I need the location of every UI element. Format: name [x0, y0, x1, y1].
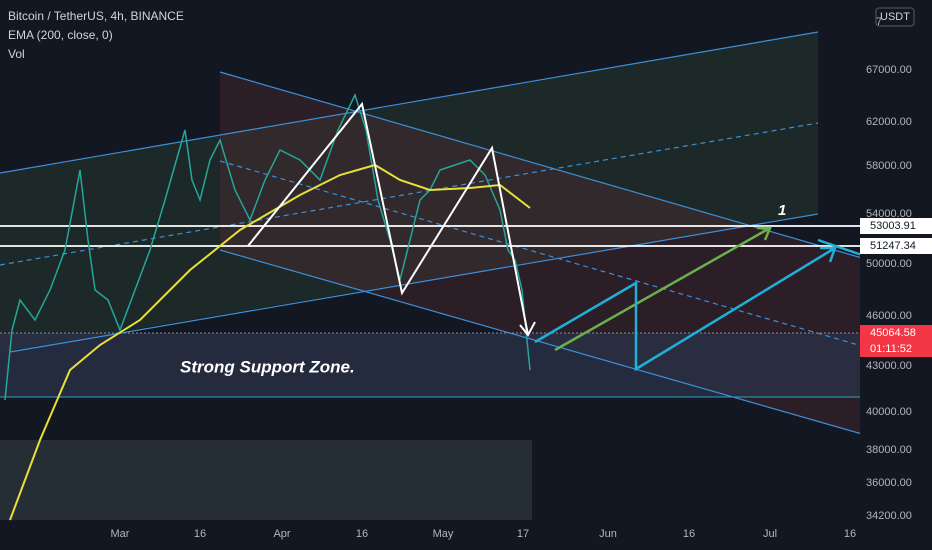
time-label: 16: [844, 528, 856, 540]
time-label: May: [433, 528, 454, 540]
channel-line: [9, 213, 819, 353]
support-label: Strong Support Zone.: [180, 357, 355, 376]
time-label: 16: [194, 528, 206, 540]
price-tag-label: 01:11:52: [870, 343, 912, 355]
price-label: 36000.00: [866, 477, 912, 489]
time-label: Jul: [763, 528, 777, 540]
price-tag: [860, 341, 932, 357]
channel-line: [0, 31, 819, 174]
price-label: 58000.00: [866, 160, 912, 172]
channel-line: [219, 71, 863, 259]
zigzag: [247, 101, 529, 336]
projection-path: [534, 246, 836, 372]
ema-line: [9, 163, 531, 521]
time-label: Jun: [599, 528, 617, 540]
price-label: 40000.00: [866, 406, 912, 418]
arrow-head: [820, 246, 837, 263]
channel-mid: [219, 160, 863, 347]
time-label: 16: [356, 528, 368, 540]
price-label: 34200.00: [866, 510, 912, 522]
price-tag-label: 45064.58: [870, 327, 916, 339]
volume-area: [0, 440, 532, 520]
volume-label: Vol: [8, 47, 25, 61]
channel-mid: [0, 122, 819, 266]
price-label: 54000.00: [866, 208, 912, 220]
price-label: 43000.00: [866, 360, 912, 372]
time-label: Apr: [273, 528, 290, 540]
price-label: 50000.00: [866, 258, 912, 270]
price-tag-label: 53003.91: [870, 220, 916, 232]
time-label: Mar: [111, 528, 130, 540]
symbol: Bitcoin / TetherUS, 4h, BINANCE: [8, 9, 184, 23]
ascending-channel: [0, 32, 818, 352]
price-axis: [860, 0, 932, 550]
support-zone: [0, 333, 860, 397]
price-label: 67000.00: [866, 64, 912, 76]
channel-line: [219, 249, 863, 435]
arrow-head: [519, 321, 536, 337]
price-label: 62000.00: [866, 116, 912, 128]
indicator: EMA (200, close, 0): [8, 28, 113, 42]
price-label: 46000.00: [866, 310, 912, 322]
price-tag: [860, 238, 932, 254]
price-tag: [860, 325, 932, 341]
price-path: [4, 92, 531, 401]
currency-button[interactable]: [875, 7, 915, 27]
arrow-head: [757, 226, 772, 241]
price-label: 7: [876, 16, 882, 28]
price-tag-label: 51247.34: [870, 240, 916, 252]
target-label: 1: [778, 202, 786, 219]
currency[interactable]: USDT: [880, 11, 910, 23]
price-tag: [860, 218, 932, 234]
time-label: 17: [517, 528, 529, 540]
time-label: 16: [683, 528, 695, 540]
price-label: 38000.00: [866, 444, 912, 456]
projection-path: [817, 238, 863, 257]
projection-arrow: [554, 226, 771, 352]
